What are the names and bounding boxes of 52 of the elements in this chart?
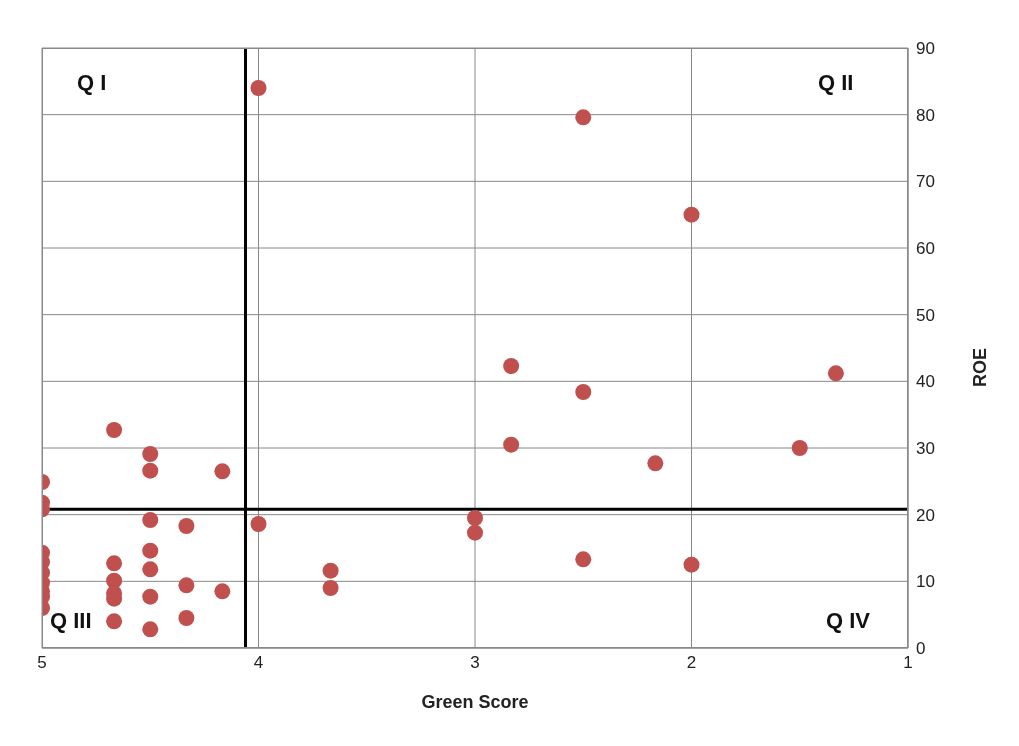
point <box>142 561 159 578</box>
y-tick-label: 80 <box>916 105 935 125</box>
point <box>142 446 159 462</box>
point <box>250 516 267 532</box>
y-tick-label: 40 <box>916 372 935 392</box>
y-tick-label: 50 <box>916 305 935 325</box>
x-tick-label: 3 <box>470 653 480 673</box>
annotation: Q IV <box>826 608 871 634</box>
point <box>178 610 195 626</box>
annotation: Q III <box>50 608 92 634</box>
point <box>575 109 592 126</box>
point <box>142 621 159 638</box>
point <box>575 384 592 400</box>
point <box>575 551 592 568</box>
point <box>683 206 700 223</box>
point <box>106 555 123 572</box>
y-tick-label: 90 <box>916 39 935 59</box>
annotation: Q I <box>77 70 107 96</box>
x-tick-label: 5 <box>37 653 47 673</box>
point <box>106 613 123 630</box>
y-tick-label: 60 <box>916 239 935 259</box>
point <box>467 524 483 541</box>
point <box>322 562 339 579</box>
point <box>503 358 520 374</box>
point <box>250 80 267 96</box>
point <box>647 455 664 472</box>
y-axis-title: ROE <box>970 348 991 388</box>
y-tick-label: 20 <box>916 505 935 525</box>
point <box>106 422 123 438</box>
point <box>467 510 483 526</box>
point <box>142 588 159 605</box>
point <box>142 462 159 479</box>
point <box>827 365 844 382</box>
y-tick-label: 70 <box>916 172 935 192</box>
x-tick-label: 2 <box>686 653 697 673</box>
point <box>178 577 195 594</box>
x-tick-label: 1 <box>903 653 913 673</box>
point <box>683 556 700 573</box>
point <box>503 436 520 453</box>
y-tick-label: 30 <box>916 439 935 459</box>
x-axis-title: Green Score <box>421 692 529 712</box>
point <box>142 542 159 559</box>
y-tick-label: 10 <box>916 572 935 592</box>
point <box>142 512 159 528</box>
annotation: Q II <box>818 70 854 96</box>
point <box>178 518 195 534</box>
point <box>214 463 231 480</box>
point <box>322 580 339 596</box>
x-tick-label: 4 <box>253 653 264 673</box>
y-tick-label: 0 <box>916 639 926 659</box>
point <box>791 440 808 456</box>
point <box>214 583 231 600</box>
